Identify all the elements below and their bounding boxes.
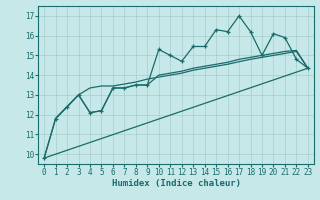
X-axis label: Humidex (Indice chaleur): Humidex (Indice chaleur) xyxy=(111,179,241,188)
